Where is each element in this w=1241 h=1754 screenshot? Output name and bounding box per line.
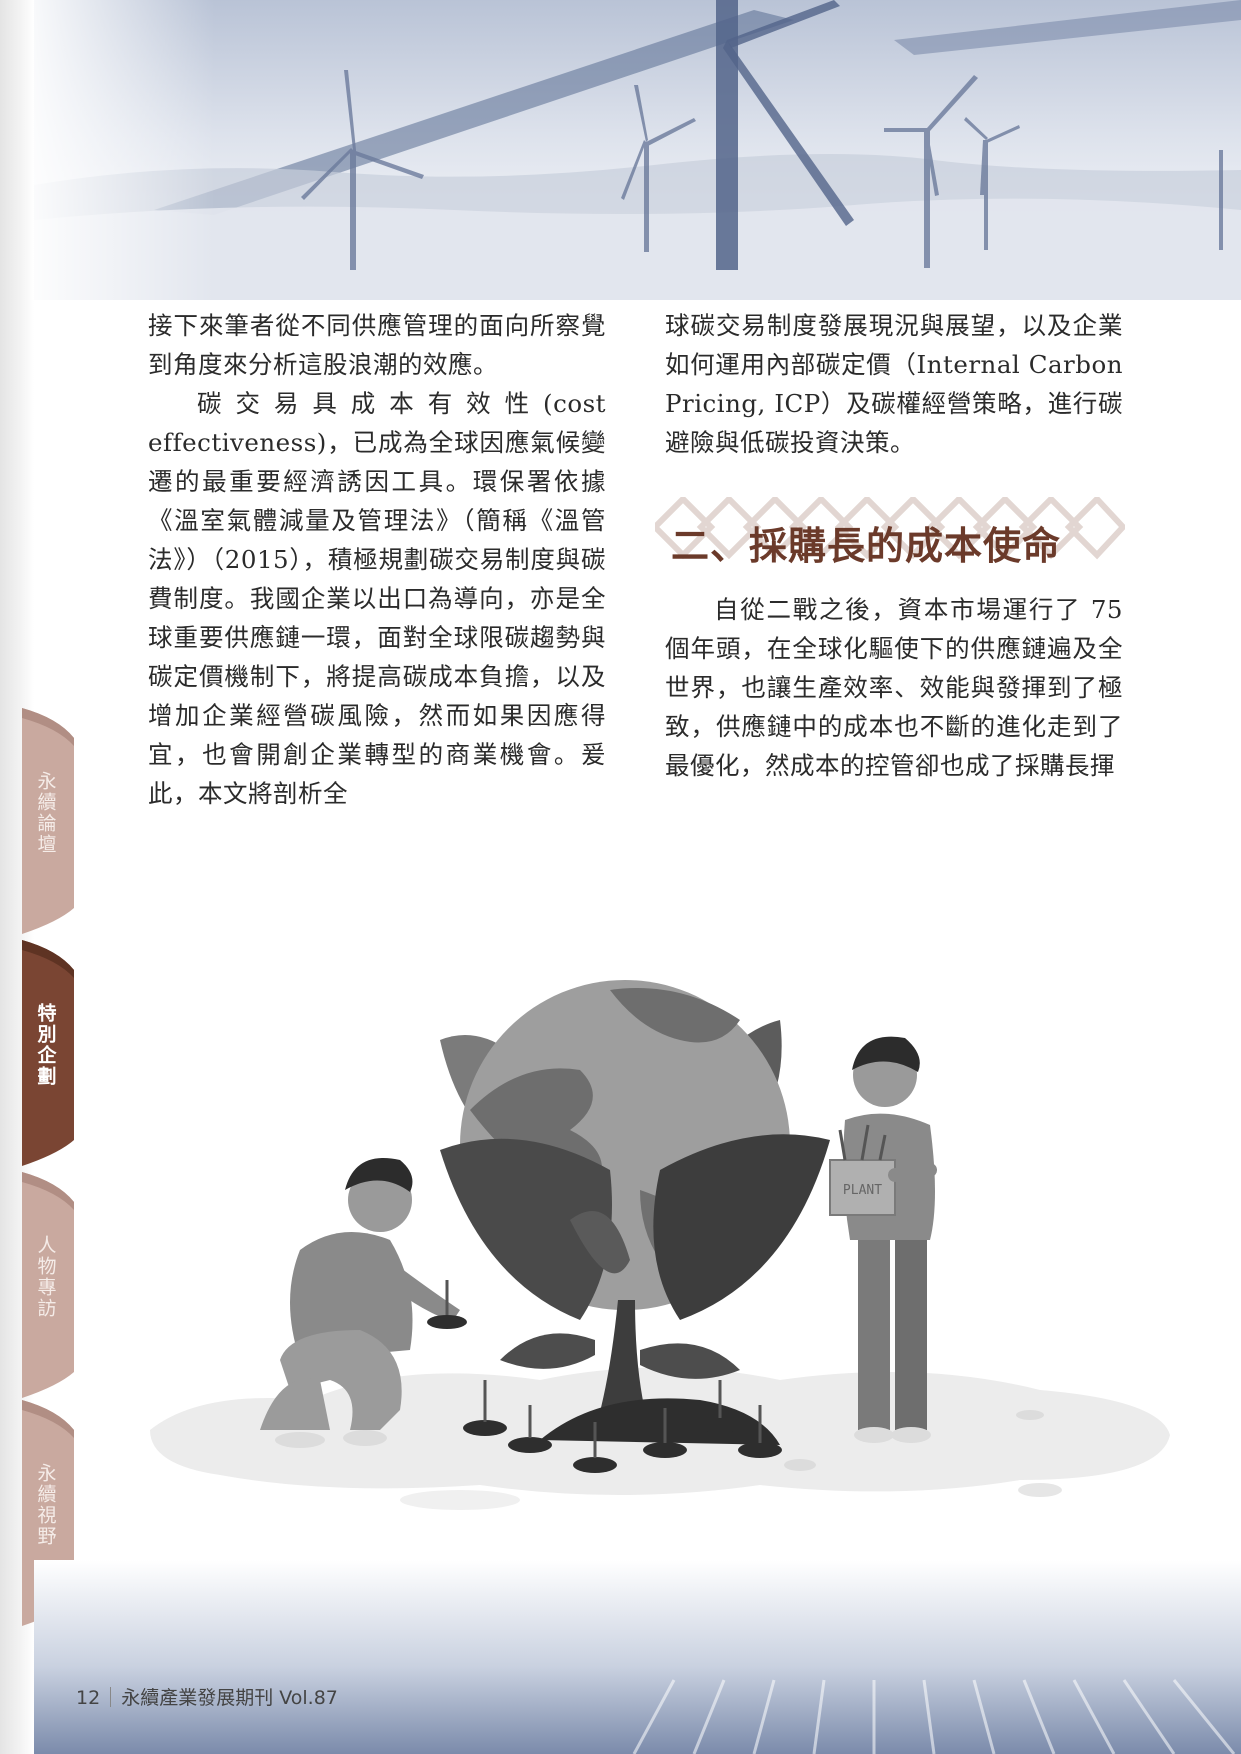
diamond-pattern-icon — [655, 497, 1125, 560]
header-wind-turbine-photo — [34, 0, 1241, 300]
side-tab-label: 人物專訪 — [34, 1235, 57, 1319]
right-paragraph-2: 自從二戰之後，資本市場運行了 75 個年頭，在全球化驅使下的供應鏈遍及全世界，也… — [665, 595, 1123, 780]
side-tab-label: 特別企劃 — [34, 1003, 57, 1087]
plant-box-label: PLANT — [843, 1183, 882, 1198]
footer-solar-field-photo — [34, 1560, 1241, 1754]
left-paragraph-1: 接下來筆者從不同供應管理的面向所察覺到角度來分析這股浪潮的效應。 — [148, 311, 606, 379]
side-tab-interview[interactable]: 人物專訪 — [18, 1172, 80, 1398]
side-tab-label: 永續視野 — [34, 1463, 57, 1547]
left-paragraph-2: 碳交易具成本有效性(cost effectiveness)，已成為全球因應氣候變… — [148, 389, 606, 808]
planting-globe-illustration: PLANT — [140, 960, 1180, 1520]
page-number: 12 — [76, 1687, 101, 1709]
right-text-column-lower: 自從二戰之後，資本市場運行了 75 個年頭，在全球化驅使下的供應鏈遍及全世界，也… — [665, 590, 1123, 785]
side-tab-sustainability-forum[interactable]: 永續論壇 — [18, 708, 80, 934]
side-tab-label: 永續論壇 — [34, 771, 57, 855]
publication-name: 永續產業發展期刊 Vol.87 — [121, 1687, 338, 1709]
page-footer: 12 永續產業發展期刊 Vol.87 — [76, 1683, 338, 1710]
side-tab-special-feature[interactable]: 特別企劃 — [18, 940, 80, 1166]
right-text-column: 球碳交易制度發展現況與展望，以及企業如何運用內部碳定價（Internal Car… — [665, 306, 1123, 462]
right-paragraph-1: 球碳交易制度發展現況與展望，以及企業如何運用內部碳定價（Internal Car… — [665, 311, 1123, 457]
section-title: 二、採購長的成本使命 — [671, 524, 1062, 568]
left-text-column: 接下來筆者從不同供應管理的面向所察覺到角度來分析這股浪潮的效應。 碳交易具成本有… — [148, 306, 606, 813]
footer-divider — [110, 1687, 112, 1707]
section-heading: 二、採購長的成本使命 — [655, 497, 1125, 577]
